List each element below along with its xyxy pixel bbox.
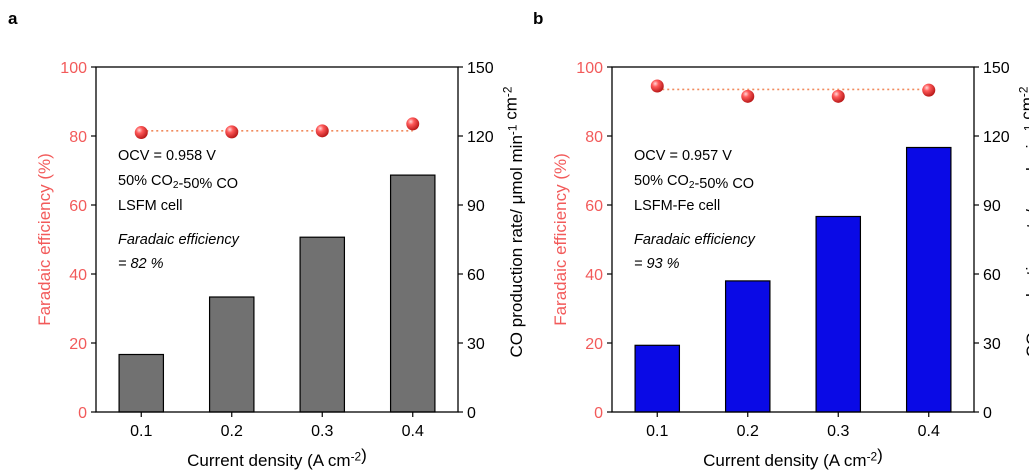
bar-0.2: [208, 296, 255, 413]
right-tick-label: 60: [983, 267, 1001, 284]
panel-a: a 0 20 40 60 80 100 0 30 60 90 120 150 0.1 0.2 0.3 0.4 Cu…: [8, 9, 526, 470]
left-axis-title: Faradaic efficiency (%): [551, 153, 570, 326]
fe-point-0.3: [831, 89, 845, 103]
left-tick-label: 100: [576, 60, 603, 77]
x-tick-label: 0.3: [827, 423, 849, 440]
fe-point-0.1: [134, 126, 148, 140]
gas-annotation: 50% CO2-50% CO: [118, 173, 238, 192]
plot-frame: [611, 66, 975, 413]
left-tick-label: 60: [69, 198, 87, 215]
right-tick-label: 30: [983, 336, 1001, 353]
bar-0.1: [118, 353, 165, 413]
x-axis-title: Current density (A cm-2): [703, 446, 883, 470]
right-tick-label: 90: [983, 198, 1001, 215]
x-tick-label: 0.3: [311, 423, 333, 440]
left-tick-label: 20: [69, 336, 87, 353]
fe-label-annotation: Faradaic efficiency: [634, 232, 756, 248]
right-tick-label: 90: [467, 198, 485, 215]
x-tick-label: 0.4: [402, 423, 424, 440]
left-tick-label: 60: [585, 198, 603, 215]
fe-point-0.2: [225, 125, 239, 139]
plot-frame: [95, 66, 459, 413]
fe-point-0.4: [406, 117, 420, 131]
fe-point-0.3: [315, 124, 329, 138]
right-tick-label: 150: [467, 60, 494, 77]
x-tick-label: 0.2: [737, 423, 759, 440]
left-tick-label: 100: [60, 60, 87, 77]
left-tick-label: 80: [585, 129, 603, 146]
left-tick-label: 40: [69, 267, 87, 284]
fe-point-0.1: [650, 79, 664, 93]
right-tick-label: 30: [467, 336, 485, 353]
right-tick-label: 150: [983, 60, 1010, 77]
fe-value-annotation: = 82 %: [118, 256, 164, 272]
left-tick-label: 20: [585, 336, 603, 353]
left-tick-label: 40: [585, 267, 603, 284]
cell-annotation: LSFM cell: [118, 198, 182, 214]
x-tick-label: 0.1: [130, 423, 152, 440]
right-tick-label: 120: [983, 129, 1010, 146]
fe-point-0.2: [741, 89, 755, 103]
bar-0.4: [389, 174, 436, 413]
right-axis-title: CO production rate/ μmol min-1 cm-2: [500, 86, 526, 357]
right-tick-label: 120: [467, 129, 494, 146]
x-tick-label: 0.1: [646, 423, 668, 440]
right-axis-title: CO production rate/ μmol min-1 cm-2: [1016, 86, 1029, 357]
x-tick-label: 0.4: [918, 423, 940, 440]
fe-label-annotation: Faradaic efficiency: [118, 232, 240, 248]
right-tick-label: 0: [983, 405, 992, 422]
ocv-annotation: OCV = 0.958 V: [118, 148, 216, 164]
x-axis-title: Current density (A cm-2): [187, 446, 367, 470]
x-tick-label: 0.2: [221, 423, 243, 440]
right-tick-label: 0: [467, 405, 476, 422]
panel-label: b: [533, 9, 543, 28]
bar-0.3: [815, 215, 862, 413]
panel-b: b 0 20 40 60 80 100 0 30 60 90 120 150 0.1 0.2 0.3 0.4 Cu…: [533, 9, 1029, 470]
bar-0.4: [905, 146, 952, 413]
left-tick-label: 80: [69, 129, 87, 146]
fe-point-0.4: [922, 83, 936, 97]
bar-0.2: [724, 280, 771, 413]
panel-label: a: [8, 9, 18, 28]
left-tick-label: 0: [594, 405, 603, 422]
gas-annotation: 50% CO2-50% CO: [634, 173, 754, 192]
bar-0.3: [299, 236, 346, 413]
bar-0.1: [634, 344, 681, 413]
fe-value-annotation: = 93 %: [634, 256, 680, 272]
ocv-annotation: OCV = 0.957 V: [634, 148, 732, 164]
cell-annotation: LSFM-Fe cell: [634, 198, 720, 214]
right-tick-label: 60: [467, 267, 485, 284]
left-tick-label: 0: [78, 405, 87, 422]
left-axis-title: Faradaic efficiency (%): [35, 153, 54, 326]
